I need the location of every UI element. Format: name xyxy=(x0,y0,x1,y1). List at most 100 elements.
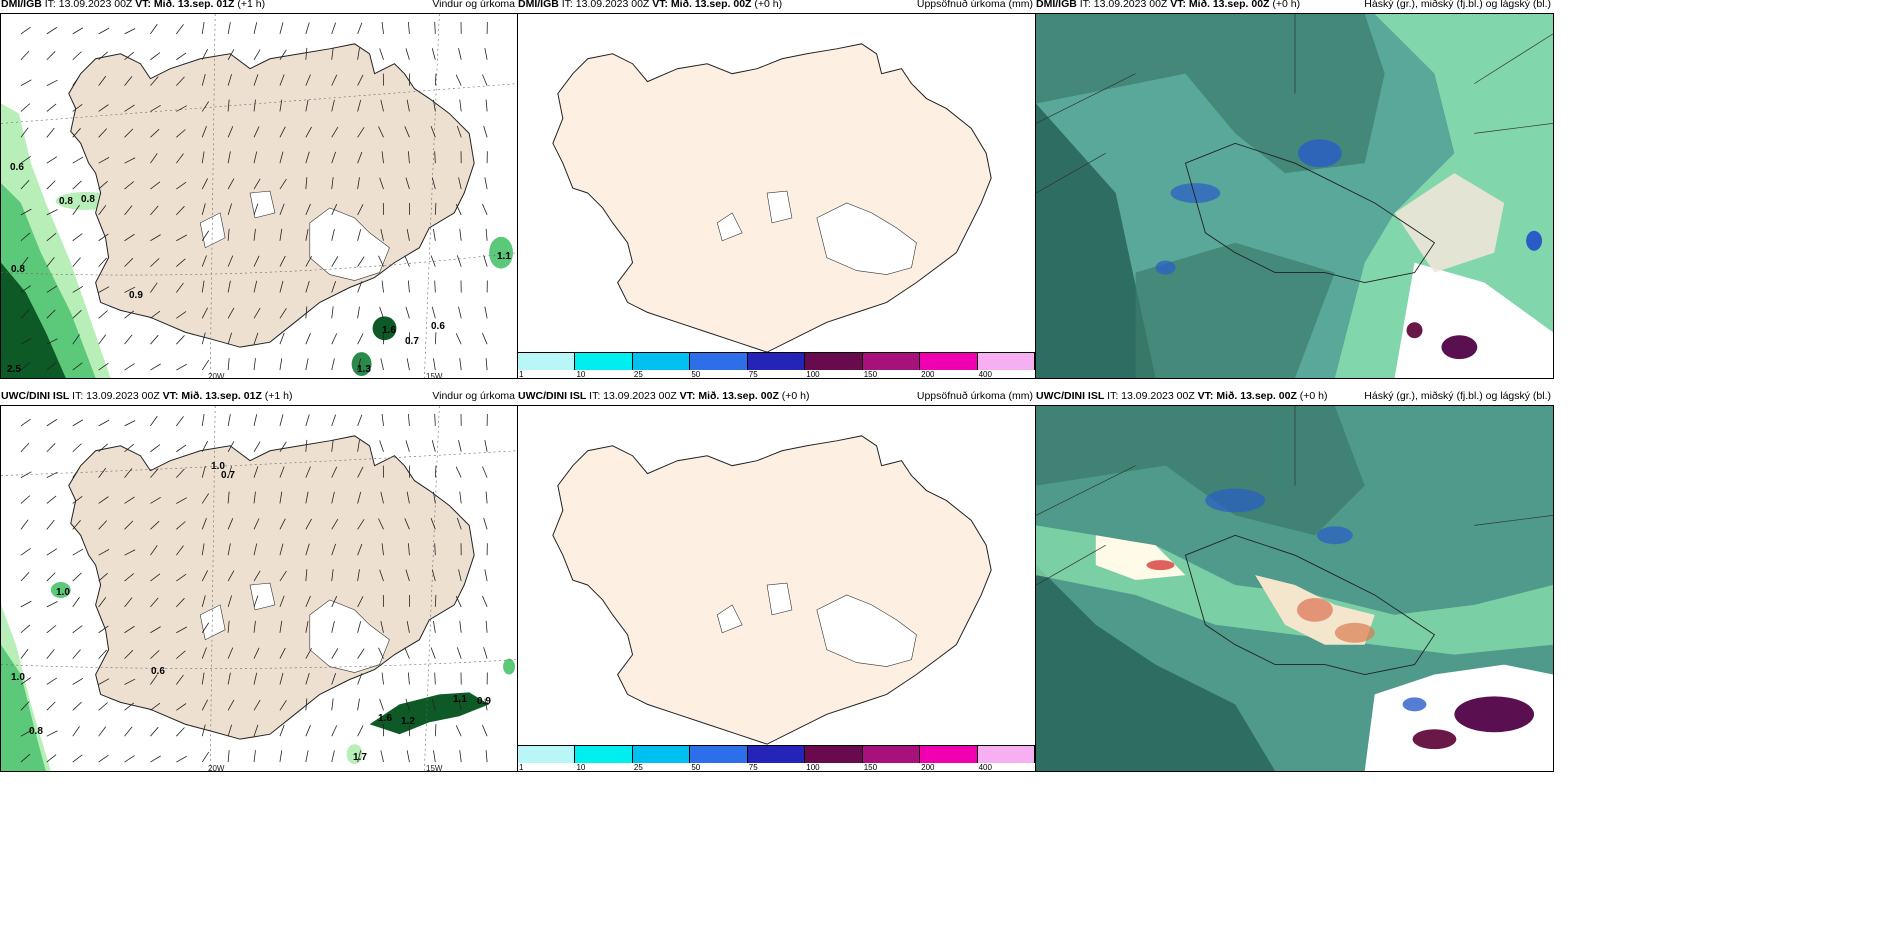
wind-barb xyxy=(124,286,136,293)
wind-barb xyxy=(405,177,410,190)
wind-barb xyxy=(20,701,30,711)
wind-barb xyxy=(279,228,283,241)
forecast-offset: (+1 h) xyxy=(234,0,266,10)
wind-barb xyxy=(98,520,108,530)
wind-barb xyxy=(253,126,260,138)
wind-barb xyxy=(72,726,80,737)
wind-barb xyxy=(124,649,134,659)
wind-barb xyxy=(176,234,187,242)
cloud-panel-bottom xyxy=(1035,405,1554,772)
wind-barb xyxy=(483,255,488,267)
wind-barb xyxy=(380,750,384,763)
precip-label: 0.6 xyxy=(431,321,445,332)
precip-label: 0.9 xyxy=(477,696,491,707)
wind-barb xyxy=(201,465,206,478)
wind-barb xyxy=(380,99,384,112)
wind-barb xyxy=(430,647,436,659)
colorbar-swatch xyxy=(575,353,633,370)
valid-label: VT: xyxy=(162,390,179,402)
wind-barb xyxy=(20,26,31,35)
wind-barb xyxy=(433,99,436,112)
wind-barb xyxy=(46,471,58,478)
wind-barb xyxy=(72,677,84,685)
wind-barb xyxy=(150,258,160,267)
wind-barb xyxy=(98,233,109,242)
wind-barb xyxy=(150,520,160,530)
wind-barb xyxy=(150,573,161,582)
wind-barb xyxy=(98,51,108,61)
wind-barb xyxy=(279,414,284,426)
colorbar-tick-label: 50 xyxy=(691,370,701,379)
wind-barb xyxy=(227,126,234,138)
wind-barb xyxy=(253,178,261,190)
wind-barb xyxy=(331,99,335,112)
precip-label: 0.8 xyxy=(59,196,73,207)
wind-barb xyxy=(331,621,335,633)
wind-barb xyxy=(227,466,232,478)
wind-barb xyxy=(331,177,334,190)
colorbar-tick-label: 25 xyxy=(633,370,643,379)
wind-barb xyxy=(72,204,80,216)
panel-title: Uppsöfnuð úrkoma (mm) xyxy=(916,0,1033,10)
wind-barb xyxy=(98,678,110,685)
wind-barb xyxy=(46,443,56,453)
precip-label: 1.0 xyxy=(211,461,225,472)
wind-barb xyxy=(434,413,436,426)
wind-barb xyxy=(176,626,187,634)
wind-barb xyxy=(331,648,339,659)
wind-barb xyxy=(72,596,80,608)
wind-barb xyxy=(72,362,83,371)
wind-barb xyxy=(459,99,462,112)
colorbar: 1 10 25 50 75 100 150 200 400 xyxy=(518,352,1035,378)
wind-map-bottom xyxy=(1,406,517,771)
wind-barb xyxy=(176,727,185,737)
wind-barb xyxy=(433,358,436,371)
wind-barb xyxy=(458,48,462,60)
wind-barb xyxy=(434,202,437,215)
wind-barb xyxy=(434,73,437,86)
wind-barb xyxy=(46,730,58,737)
wind-barb xyxy=(305,280,310,293)
colorbar-tick-label: 10 xyxy=(576,370,586,379)
colorbar-swatch xyxy=(977,746,1035,763)
panel-header: DMI/IGB IT: 13.09.2023 00Z VT: Mið. 13.s… xyxy=(517,0,1036,12)
precip-label: 0.6 xyxy=(10,162,24,173)
wind-barb xyxy=(279,151,284,164)
init-time: IT: 13.09.2023 00Z xyxy=(1076,0,1171,10)
valid-time: Mið. 13.sep. 00Z xyxy=(1213,390,1297,402)
wind-barb xyxy=(305,177,308,190)
wind-barb xyxy=(407,543,410,556)
wind-barb xyxy=(124,181,135,190)
wind-barb xyxy=(305,750,309,763)
colorbar-tick-label: 50 xyxy=(691,763,701,772)
wind-barb xyxy=(176,703,187,711)
init-time: IT: 13.09.2023 00Z xyxy=(69,390,163,402)
wind-barb xyxy=(433,491,436,504)
wind-barb xyxy=(150,234,161,242)
wind-barb xyxy=(227,280,231,293)
wind-barb xyxy=(98,157,110,164)
wind-barb xyxy=(20,103,31,112)
wind-barb xyxy=(20,79,32,86)
wind-barb xyxy=(331,466,338,478)
wind-barb xyxy=(201,414,205,426)
wind-barb xyxy=(72,75,80,86)
wind-barb xyxy=(331,74,338,86)
wind-barb xyxy=(379,440,384,452)
colorbar-swatch xyxy=(805,746,863,763)
wind-barb xyxy=(72,754,83,763)
wind-barb xyxy=(279,441,287,452)
wind-barb xyxy=(98,702,108,711)
wind-barb xyxy=(279,358,283,371)
wind-barb xyxy=(150,23,158,35)
wind-barb xyxy=(46,309,56,319)
wind-barb xyxy=(20,180,30,190)
precip-label: 2.5 xyxy=(7,364,21,375)
wind-barb xyxy=(331,47,334,60)
panel-header: UWC/DINI ISL IT: 13.09.2023 00Z VT: Mið.… xyxy=(517,388,1036,404)
wind-barb xyxy=(124,128,134,138)
precip-label: 0.7 xyxy=(405,336,419,347)
wind-barb xyxy=(176,597,185,608)
wind-barb xyxy=(305,466,311,478)
wind-barb xyxy=(357,648,365,659)
